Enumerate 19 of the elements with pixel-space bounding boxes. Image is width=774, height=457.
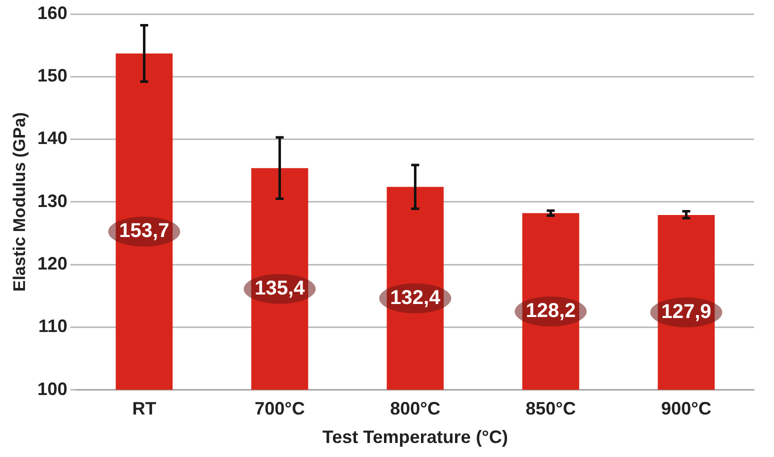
y-tick-label: 120 xyxy=(37,254,68,274)
x-tick-label: RT xyxy=(132,398,156,419)
y-tick-label: 110 xyxy=(38,316,68,336)
x-tick-label: 850°C xyxy=(526,398,576,419)
x-axis-title: Test Temperature (°C) xyxy=(322,427,508,448)
data-label: 128,2 xyxy=(526,300,576,322)
y-tick-label: 140 xyxy=(37,128,68,148)
x-tick-label: 800°C xyxy=(390,398,440,419)
y-tick-label: 130 xyxy=(37,190,68,211)
data-label: 135,4 xyxy=(254,277,306,300)
y-tick-label: 160 xyxy=(37,2,68,23)
y-axis-title: Elastic Modulus (GPa) xyxy=(10,112,29,292)
data-label: 132,4 xyxy=(390,286,442,309)
x-tick-label: 700°C xyxy=(254,398,305,419)
y-tick-label: 150 xyxy=(37,66,68,86)
data-label: 153,7 xyxy=(119,220,170,242)
data-label: 127,9 xyxy=(661,300,712,323)
x-tick-label: 900°C xyxy=(661,398,712,419)
y-tick-label: 100 xyxy=(37,378,68,399)
